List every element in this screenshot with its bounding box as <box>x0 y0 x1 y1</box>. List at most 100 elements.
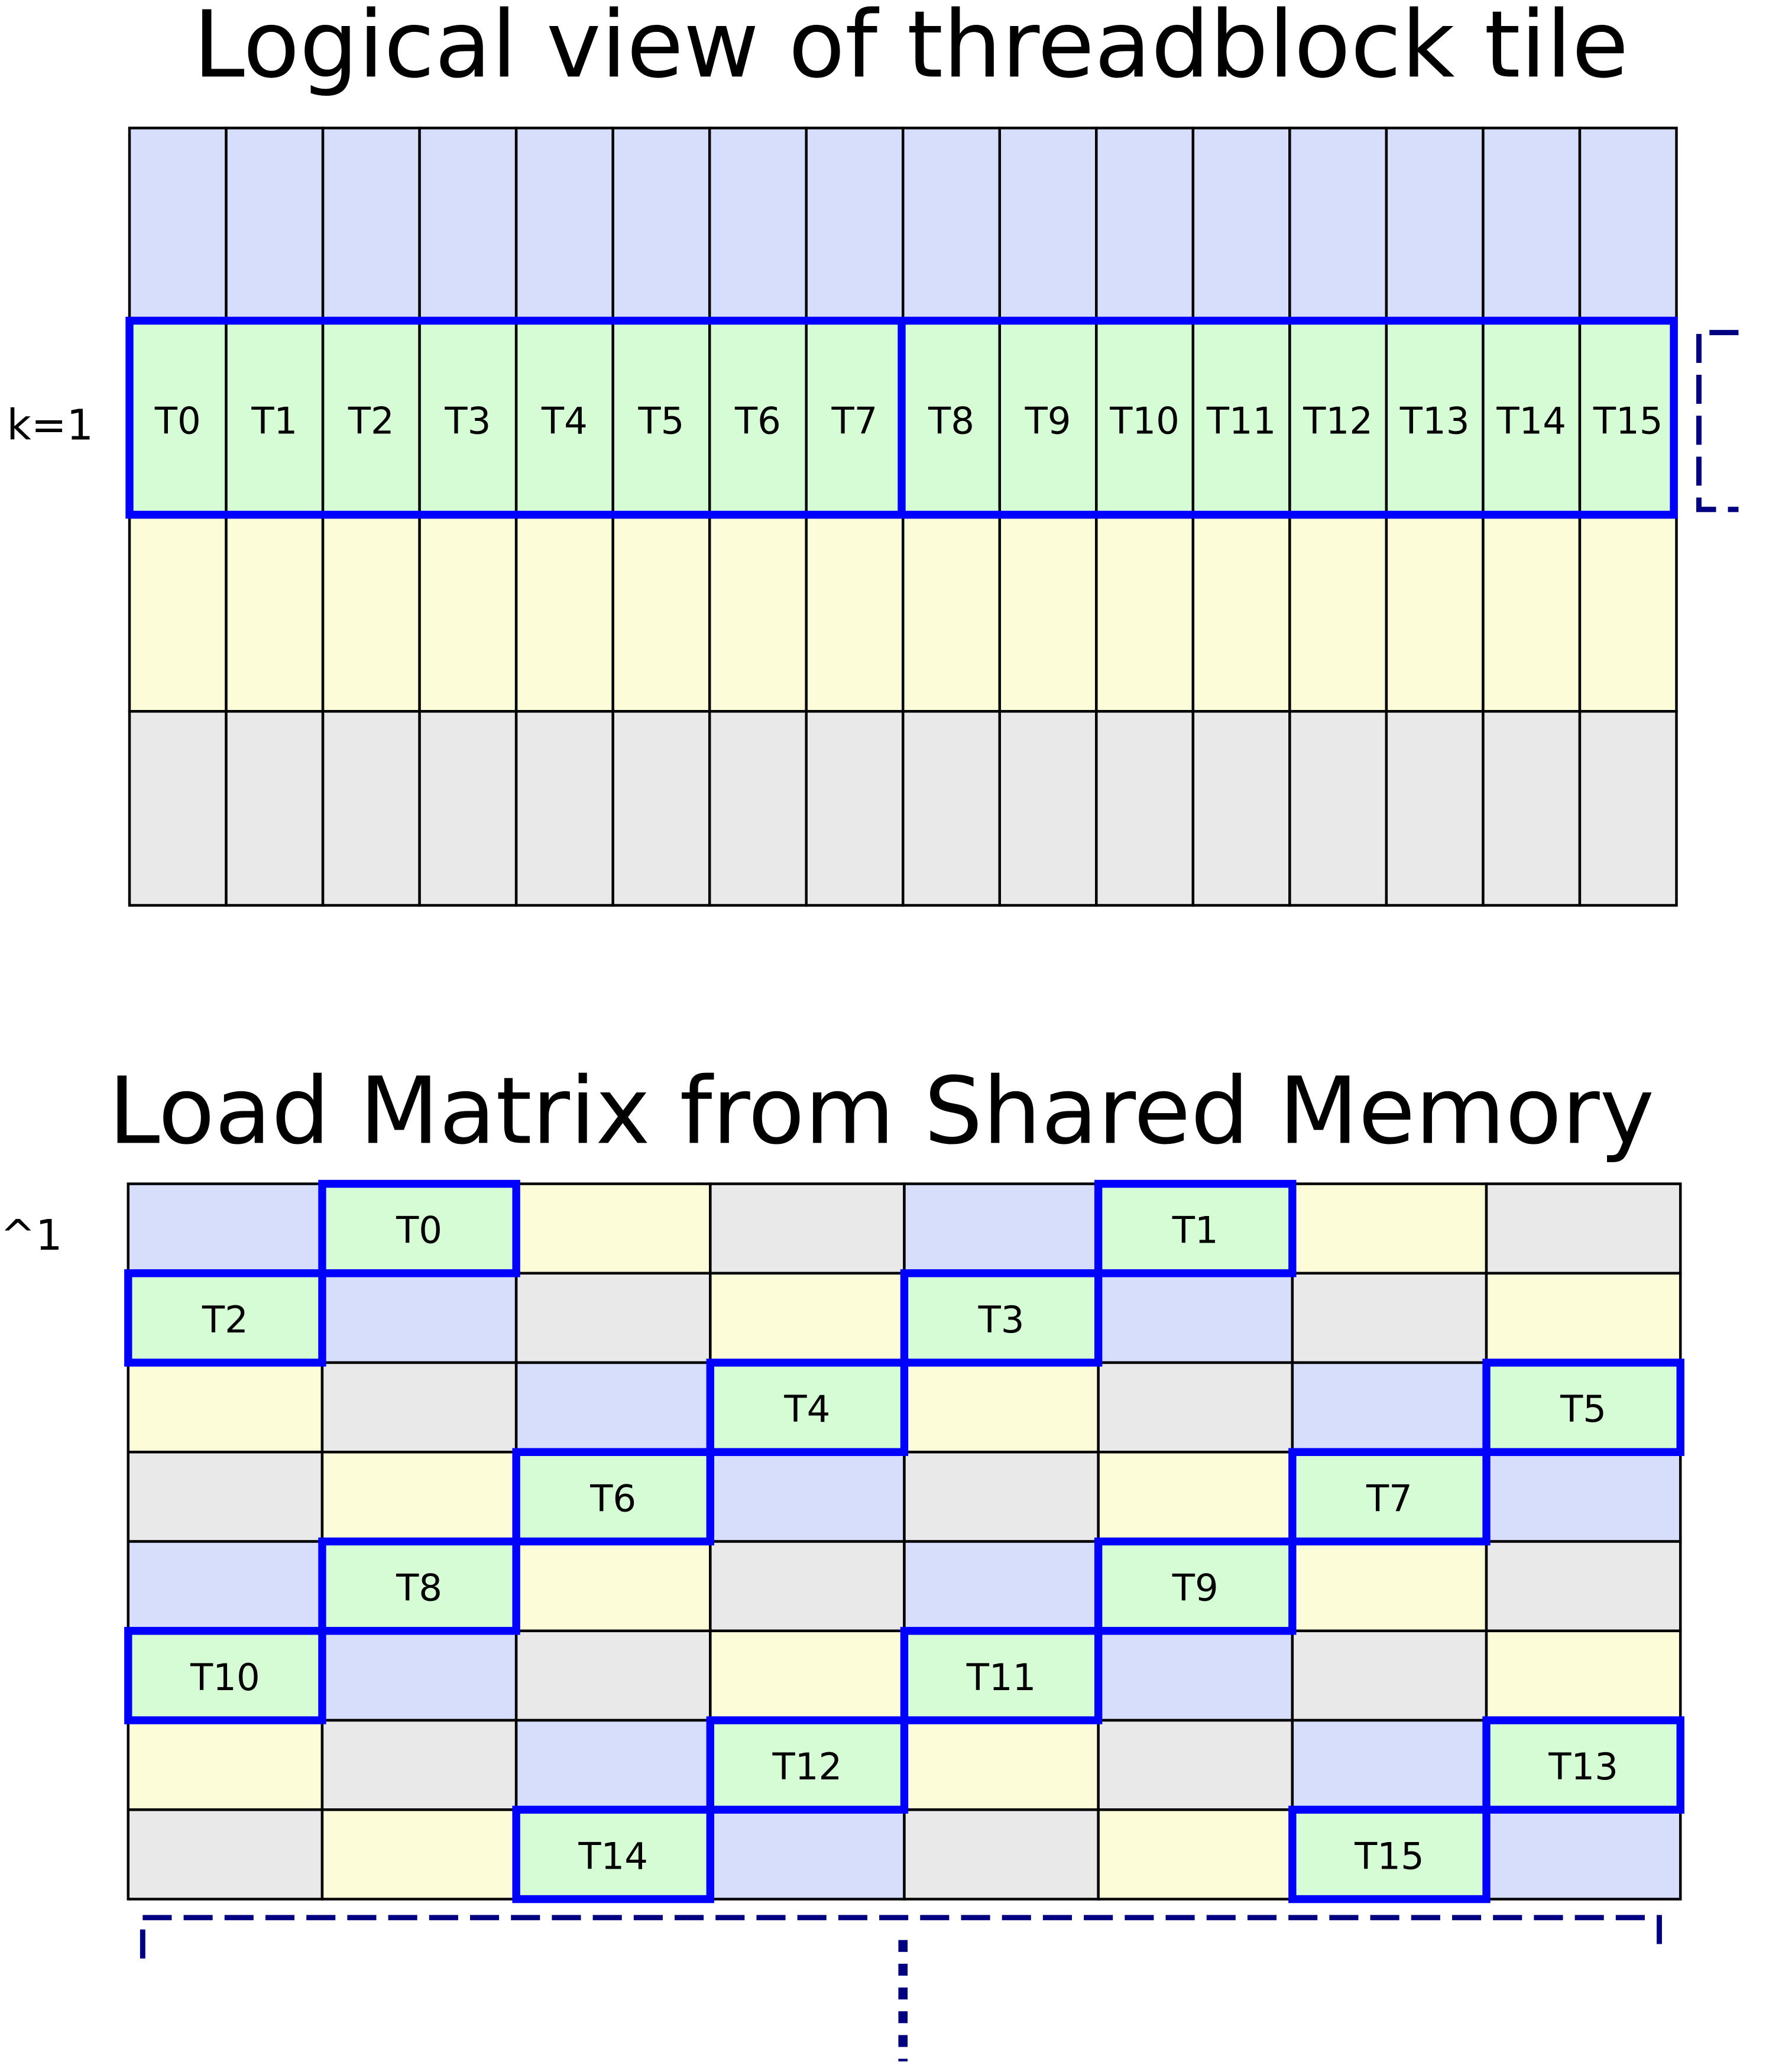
tile-cell <box>128 127 228 322</box>
smem-cell <box>903 1540 1100 1633</box>
thread-label: T0 <box>396 1209 442 1252</box>
tile-cell <box>1095 515 1195 713</box>
smem-cell <box>1291 1629 1488 1722</box>
thread-label: T15 <box>1593 399 1663 442</box>
smem-cell <box>514 1361 712 1454</box>
smem-cell <box>127 1540 324 1633</box>
tile-cell <box>128 515 228 713</box>
thread-label: T13 <box>1548 1745 1618 1788</box>
thread-cell <box>320 1182 518 1275</box>
thread-label: T1 <box>1172 1209 1219 1252</box>
thread-label: T3 <box>978 1298 1025 1341</box>
thread-label: T8 <box>928 399 974 442</box>
thread-highlight <box>1094 1179 1297 1277</box>
tile-cell <box>1288 515 1388 713</box>
smem-cell <box>903 1718 1100 1811</box>
smem-cell <box>1097 1718 1294 1811</box>
smem-cell <box>514 1272 712 1364</box>
tile-cell <box>1191 319 1291 519</box>
tile-cell <box>998 319 1098 519</box>
tile-cell <box>514 515 614 713</box>
smem-cell <box>127 1361 324 1454</box>
thread-label: T1 <box>251 399 297 442</box>
thread-label: T14 <box>1496 399 1566 442</box>
tile-cell <box>611 319 711 519</box>
tile-cell <box>1578 319 1678 519</box>
tile-cell <box>418 515 518 713</box>
tile-cell <box>1578 127 1678 322</box>
thread-label: T0 <box>154 399 201 442</box>
smem-cell <box>709 1629 906 1722</box>
thread-cell <box>709 1361 906 1454</box>
thread-highlight <box>512 1448 715 1546</box>
thread-label: T11 <box>1206 399 1276 442</box>
smem-cell <box>709 1540 906 1633</box>
thread-label: T14 <box>578 1834 648 1878</box>
tile-cell <box>708 710 808 907</box>
tile-cell <box>1288 710 1388 907</box>
smem-cell <box>514 1718 712 1811</box>
tile-cell <box>1482 127 1582 322</box>
thread-label: T13 <box>1399 399 1470 442</box>
tile-cell <box>998 515 1098 713</box>
tile-cell <box>128 319 228 519</box>
thread-cell <box>514 1808 712 1901</box>
thread-label: T8 <box>396 1567 442 1610</box>
smem-cell <box>1485 1272 1682 1364</box>
thread-label: T12 <box>772 1745 843 1788</box>
smem-cell <box>127 1718 324 1811</box>
thread-highlight <box>1482 1716 1684 1814</box>
smem-cell <box>1485 1540 1682 1633</box>
top-title: Logical view of threadblock tile <box>193 0 1629 98</box>
tile-cell <box>321 710 421 907</box>
thread-highlight <box>1482 1358 1684 1456</box>
smem-cell <box>1291 1540 1488 1633</box>
tile-cell <box>1385 127 1485 322</box>
thread-cell <box>1485 1361 1682 1454</box>
smem-cell <box>1485 1451 1682 1543</box>
thread-highlight <box>900 1269 1103 1367</box>
smem-cell <box>1291 1361 1488 1454</box>
smem-cell <box>320 1451 518 1543</box>
smem-cell <box>1485 1182 1682 1275</box>
smem-cell <box>709 1451 906 1543</box>
tile-cell <box>1578 515 1678 713</box>
tile-cell <box>611 710 711 907</box>
thread-label: T5 <box>1560 1387 1606 1431</box>
thread-label: T6 <box>734 399 781 442</box>
thread-label: T2 <box>202 1298 248 1341</box>
thread-label: T3 <box>444 399 491 442</box>
thread-label: T12 <box>1303 399 1373 442</box>
right-bracket <box>1696 330 1739 513</box>
smem-cell <box>1097 1808 1294 1901</box>
smem-cell <box>709 1182 906 1275</box>
tile-cell <box>514 710 614 907</box>
thread-highlight <box>512 1805 715 1904</box>
smem-cell <box>903 1361 1100 1454</box>
tile-cell <box>225 515 325 713</box>
tile-cell <box>225 127 325 322</box>
thread-label: T10 <box>1109 399 1180 442</box>
smem-cell <box>903 1451 1100 1543</box>
smem-cell <box>320 1272 518 1364</box>
tile-cell <box>805 710 905 907</box>
tile-cell <box>902 710 1002 907</box>
smem-cell <box>514 1540 712 1633</box>
thread-highlight <box>706 1358 909 1456</box>
thread-label: T9 <box>1025 399 1071 442</box>
smem-cell <box>709 1272 906 1364</box>
tile-cell <box>1095 710 1195 907</box>
smem-cell <box>1097 1629 1294 1722</box>
smem-cell <box>320 1361 518 1454</box>
tile-cell <box>418 710 518 907</box>
tile-cell <box>418 127 518 322</box>
tile-cell <box>902 127 1002 322</box>
thread-cell <box>1097 1182 1294 1275</box>
tile-cell <box>225 710 325 907</box>
thread-cell <box>903 1272 1100 1364</box>
tile-cell <box>998 127 1098 322</box>
tile-cell <box>514 127 614 322</box>
thread-label: T7 <box>1366 1477 1412 1520</box>
tile-cell <box>1288 127 1388 322</box>
